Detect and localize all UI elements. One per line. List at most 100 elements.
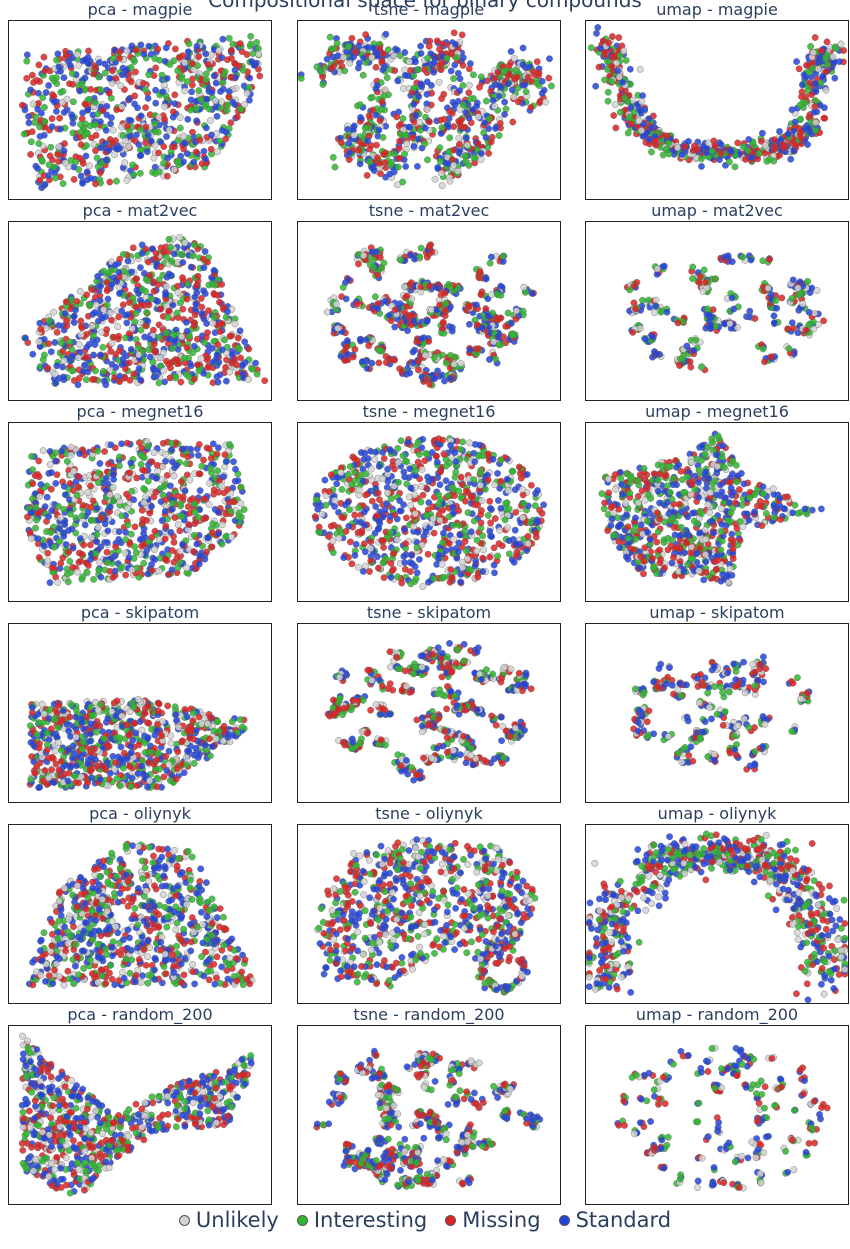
data-point	[168, 458, 176, 466]
data-point	[155, 379, 163, 387]
data-point	[77, 317, 85, 325]
data-point	[165, 270, 173, 278]
data-point	[424, 156, 431, 164]
data-point	[150, 287, 158, 295]
data-point	[822, 55, 830, 63]
data-point	[228, 359, 236, 367]
data-point	[109, 573, 117, 581]
data-point	[540, 86, 548, 94]
data-point	[35, 554, 43, 561]
data-point	[97, 543, 105, 551]
data-point	[152, 86, 160, 94]
data-point	[224, 101, 232, 109]
data-point	[53, 328, 61, 336]
data-point	[76, 288, 84, 295]
data-point	[93, 531, 101, 539]
data-point	[110, 497, 117, 505]
data-point	[510, 93, 518, 101]
data-point	[114, 323, 122, 331]
data-point	[381, 159, 389, 167]
data-point	[436, 301, 444, 309]
data-point	[55, 503, 62, 510]
data-point	[355, 260, 362, 268]
data-point	[95, 566, 103, 574]
data-point	[414, 135, 422, 143]
data-point	[70, 487, 77, 495]
data-point	[41, 503, 49, 511]
data-point	[45, 82, 52, 89]
data-point	[780, 144, 788, 152]
data-point	[77, 557, 85, 565]
data-point	[329, 153, 337, 161]
data-point	[440, 90, 448, 98]
data-point	[333, 39, 341, 47]
data-point	[117, 563, 125, 571]
data-point	[107, 347, 115, 355]
data-point	[218, 127, 226, 134]
data-point	[478, 324, 486, 332]
data-point	[245, 375, 252, 383]
data-point	[155, 567, 163, 575]
data-point	[162, 291, 170, 298]
data-point	[385, 46, 392, 54]
data-point	[417, 80, 425, 88]
data-point	[128, 566, 136, 574]
data-point	[747, 256, 755, 264]
data-point	[70, 319, 78, 326]
data-point	[56, 537, 63, 545]
data-point	[91, 64, 99, 71]
data-point	[230, 458, 237, 466]
data-point	[698, 155, 705, 163]
data-point	[487, 138, 495, 146]
data-point	[132, 549, 140, 556]
data-point	[764, 284, 772, 292]
data-point	[208, 89, 216, 96]
panel-tsne-mat2vec: tsne - mat2vec	[297, 201, 561, 401]
data-point	[473, 301, 480, 309]
data-point	[23, 51, 31, 59]
data-point	[459, 101, 467, 109]
data-point	[142, 139, 149, 147]
data-point	[192, 104, 200, 112]
data-point	[380, 50, 387, 57]
data-point	[122, 571, 130, 579]
data-point	[785, 345, 793, 353]
data-point	[169, 499, 177, 507]
data-point	[187, 445, 195, 453]
data-point	[163, 172, 171, 180]
data-point	[72, 514, 80, 522]
data-point	[627, 120, 635, 128]
data-point	[196, 487, 204, 495]
data-point	[144, 95, 152, 102]
data-point	[32, 504, 39, 511]
data-point	[77, 141, 85, 149]
data-point	[653, 350, 661, 358]
data-point	[69, 81, 77, 88]
data-point	[391, 356, 399, 364]
data-point	[396, 137, 404, 145]
data-point	[124, 504, 132, 512]
data-point	[20, 130, 28, 138]
data-point	[148, 458, 156, 466]
data-point	[401, 49, 409, 56]
data-point	[470, 154, 478, 162]
data-point	[125, 330, 133, 338]
data-point	[116, 372, 124, 380]
data-point	[626, 286, 634, 294]
data-point	[237, 354, 245, 362]
data-point	[129, 294, 137, 302]
data-point	[491, 74, 499, 82]
data-point	[474, 139, 482, 147]
scatter-svg	[587, 24, 848, 171]
data-point	[181, 87, 189, 95]
data-point	[183, 327, 191, 335]
data-point	[166, 374, 174, 382]
data-point	[712, 275, 720, 283]
data-point	[110, 333, 117, 341]
data-point	[107, 441, 115, 449]
data-point	[370, 256, 377, 264]
data-point	[21, 334, 29, 342]
data-point	[403, 292, 411, 300]
data-point	[758, 129, 766, 137]
data-point	[70, 377, 78, 384]
